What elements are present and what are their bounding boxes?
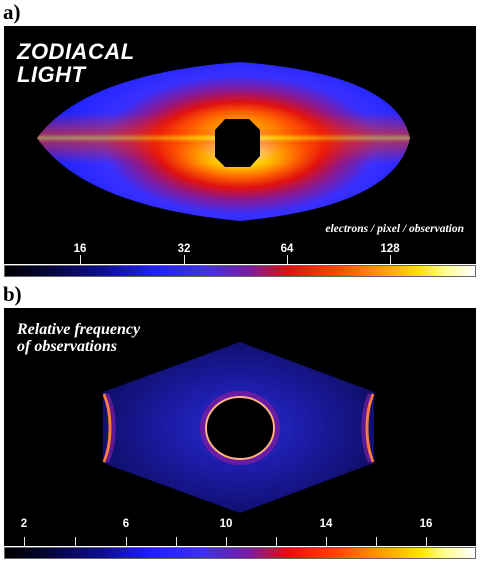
- panel-b-title: Relative frequency of observations: [17, 321, 141, 356]
- tick-label: 128: [380, 243, 400, 255]
- title-line: of observations: [17, 337, 117, 355]
- inner-ring-glow: [200, 391, 280, 465]
- title-line: LIGHT: [17, 62, 86, 88]
- tick-label: 64: [280, 243, 294, 255]
- inner-ring: [205, 396, 275, 460]
- tick-label: 16: [419, 518, 433, 530]
- title-line: Relative frequency: [17, 321, 141, 338]
- tick-mark: [276, 537, 277, 546]
- tick-mark: [176, 537, 177, 546]
- colorbar-a: [4, 265, 476, 277]
- tick-mark: [326, 537, 327, 546]
- tick-label: 16: [73, 243, 87, 255]
- observation-frequency-image: [102, 342, 375, 513]
- tick-mark: [126, 537, 127, 546]
- left-edge-band: [102, 393, 112, 463]
- tick-mark: [75, 537, 76, 546]
- masked-center: [215, 119, 260, 167]
- tick-mark: [226, 537, 227, 546]
- right-edge-band: [365, 393, 375, 463]
- tick-mark: [390, 255, 391, 264]
- zodiacal-light-image: [37, 62, 410, 221]
- tick-mark: [287, 255, 288, 264]
- panel-a-title: ZODIACAL LIGHT: [17, 40, 135, 86]
- tick-mark: [80, 255, 81, 264]
- observation-frequency-map: Relative frequency of observations 2 6 1…: [4, 308, 476, 546]
- tick-label: 14: [319, 518, 333, 530]
- units-label: electrons / pixel / observation: [325, 223, 464, 235]
- panel-b-label: b): [3, 282, 22, 306]
- tick-label: 2: [20, 518, 28, 530]
- tick-label: 32: [177, 243, 191, 255]
- tick-label: 6: [122, 518, 130, 530]
- title-line: ZODIACAL: [17, 39, 135, 64]
- tick-mark: [376, 537, 377, 546]
- panel-a-label: a): [3, 0, 21, 24]
- tick-label: 10: [219, 518, 233, 530]
- colorbar-b: [4, 547, 476, 559]
- tick-mark: [184, 255, 185, 264]
- zodiacal-light-map: ZODIACAL LIGHT electrons / pixel / obser…: [4, 26, 476, 264]
- tick-mark: [24, 537, 25, 546]
- tick-mark: [426, 537, 427, 546]
